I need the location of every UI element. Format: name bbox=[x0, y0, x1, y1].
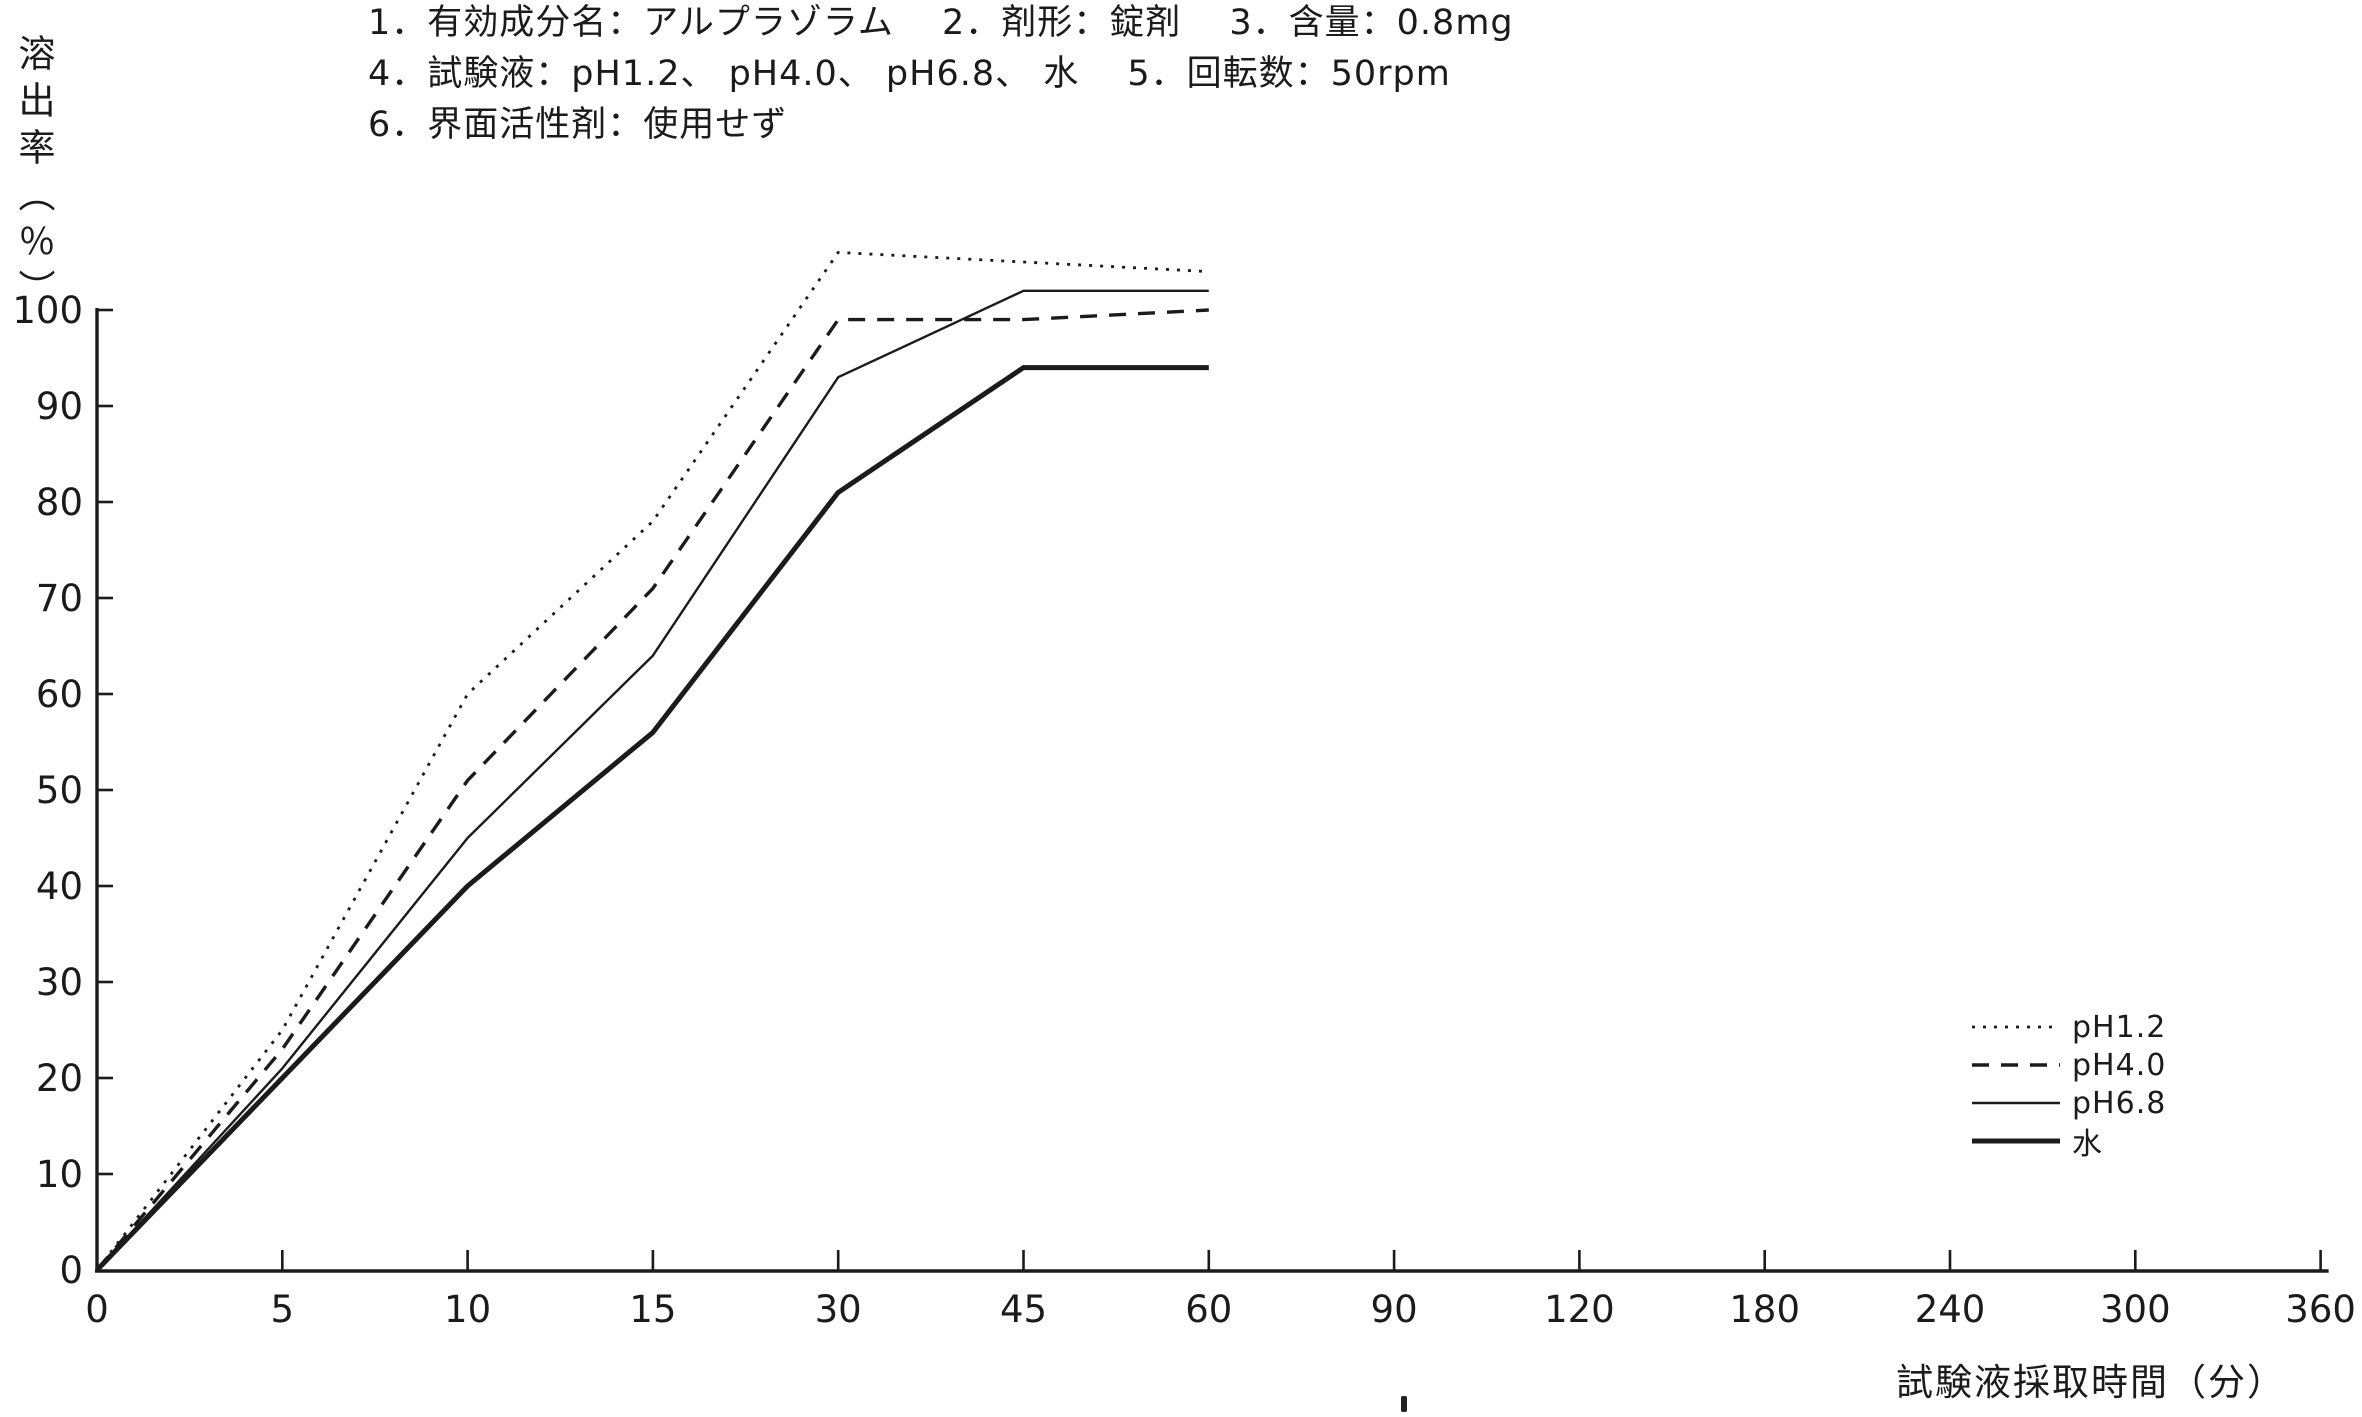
y-axis-label: 溶出率（％） bbox=[12, 34, 55, 316]
legend-label-pH4.0: pH4.0 bbox=[2072, 1047, 2167, 1083]
x-tick-label-10: 10 bbox=[444, 1288, 491, 1331]
y-tick-label-0: 0 bbox=[59, 1249, 83, 1292]
y-tick-label-40: 40 bbox=[36, 865, 83, 908]
note-line-3: 6．界面活性剤：使用せず bbox=[368, 105, 788, 145]
series-line-水 bbox=[95, 365, 1209, 1272]
x-axis-title: 試験液採取時間（分） bbox=[1896, 1361, 2286, 1404]
series-line-pH6.8 bbox=[96, 289, 1209, 1271]
y-tick-label-90: 90 bbox=[36, 385, 83, 428]
x-tick-label-300: 300 bbox=[2100, 1288, 2171, 1331]
note-line-2: 4．試験液：pH1.2、 pH4.0、 pH6.8、 水 5．回転数：50rpm bbox=[368, 54, 1451, 94]
legend-line-sample-水 bbox=[1972, 1138, 2060, 1144]
y-tick-label-100: 100 bbox=[12, 289, 83, 332]
y-tick-label-80: 80 bbox=[36, 481, 83, 524]
x-tick-label-180: 180 bbox=[1729, 1288, 1800, 1331]
x-tick-label-90: 90 bbox=[1371, 1288, 1418, 1331]
x-tick-label-0: 0 bbox=[85, 1288, 109, 1331]
legend-line-sample-pH6.8 bbox=[1972, 1101, 2060, 1105]
x-tick-label-120: 120 bbox=[1544, 1288, 1615, 1331]
x-tick-label-240: 240 bbox=[1915, 1288, 1986, 1331]
x-tick-label-5: 5 bbox=[271, 1288, 295, 1331]
legend-item-pH1.2: pH1.2 bbox=[1972, 1008, 2166, 1046]
legend-label-pH6.8: pH6.8 bbox=[2072, 1085, 2167, 1121]
x-tick-label-360: 360 bbox=[2285, 1288, 2356, 1331]
test-conditions-notes: 1．有効成分名：アルプラゾラム 2．剤形：錠剤 3．含量：0.8mg 4．試験液… bbox=[368, 6, 1514, 159]
y-tick-label-70: 70 bbox=[36, 577, 83, 620]
legend-line-sample-pH1.2 bbox=[1972, 1025, 2060, 1029]
legend-item-pH6.8: pH6.8 bbox=[1972, 1084, 2166, 1122]
legend-line-sample-pH4.0 bbox=[1972, 1063, 2060, 1067]
legend: pH1.2 pH4.0 pH6.8 水 bbox=[1972, 1008, 2166, 1162]
legend-item-水: 水 bbox=[1972, 1122, 2166, 1162]
scan-artifact-mark bbox=[1401, 1396, 1407, 1412]
series-line-pH1.2 bbox=[95, 250, 1209, 1271]
y-tick-label-30: 30 bbox=[36, 961, 83, 1004]
legend-label-pH1.2: pH1.2 bbox=[2072, 1009, 2167, 1045]
x-tick-label-45: 45 bbox=[1000, 1288, 1047, 1331]
series-line-pH4.0 bbox=[95, 308, 1209, 1272]
note-line-1: 1．有効成分名：アルプラゾラム 2．剤形：錠剤 3．含量：0.8mg bbox=[368, 3, 1514, 43]
x-tick-label-60: 60 bbox=[1185, 1288, 1232, 1331]
y-tick-label-60: 60 bbox=[36, 673, 83, 716]
legend-label-水: 水 bbox=[2072, 1127, 2103, 1162]
y-tick-label-50: 50 bbox=[36, 769, 83, 812]
y-tick-label-20: 20 bbox=[36, 1057, 83, 1100]
legend-item-pH4.0: pH4.0 bbox=[1972, 1046, 2166, 1084]
y-tick-label-10: 10 bbox=[36, 1153, 83, 1196]
x-tick-label-15: 15 bbox=[629, 1288, 676, 1331]
x-tick-label-30: 30 bbox=[815, 1288, 862, 1331]
